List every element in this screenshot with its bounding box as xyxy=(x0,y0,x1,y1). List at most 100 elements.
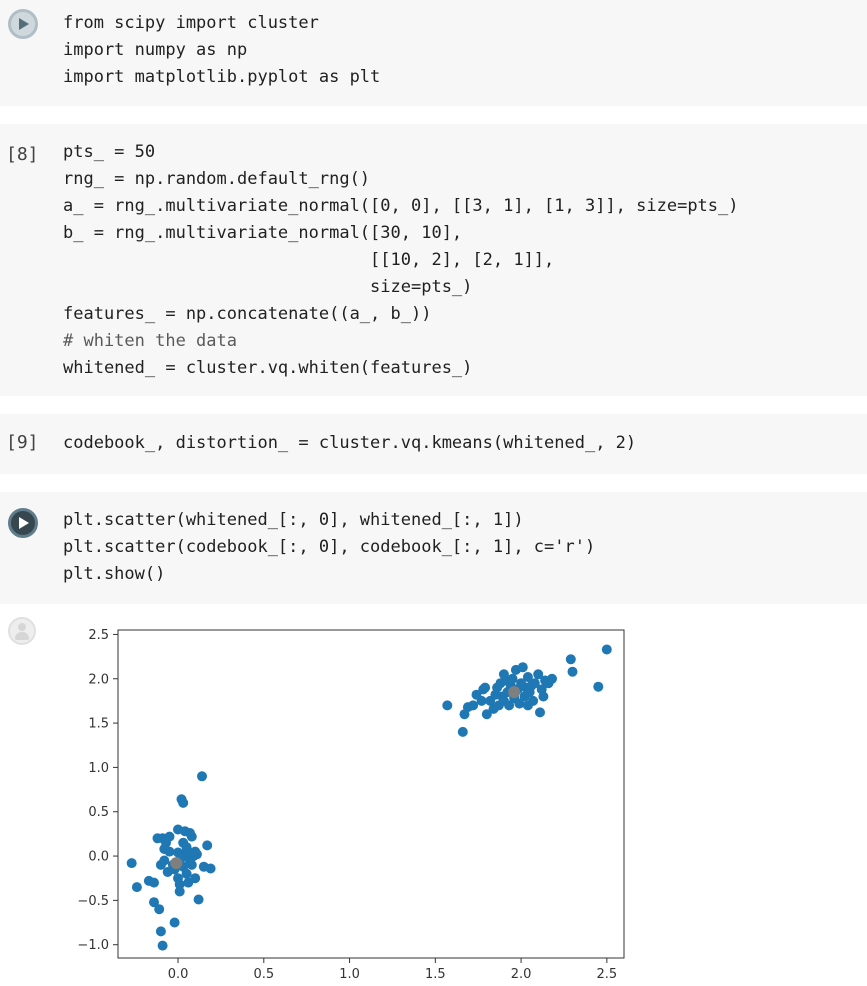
data-point xyxy=(186,831,197,842)
code-line: features_ = np.concatenate((a_, b_)) xyxy=(63,304,432,324)
y-tick-label: 1.5 xyxy=(88,717,109,732)
data-point xyxy=(190,873,201,884)
data-point xyxy=(514,698,525,709)
data-point xyxy=(157,940,168,951)
code-cell-kmeans[interactable]: [9] codebook_, distortion_ = cluster.vq.… xyxy=(0,414,867,474)
data-point xyxy=(202,840,213,851)
code-line: import matplotlib.pyplot as plt xyxy=(63,67,381,87)
execution-count: [9] xyxy=(6,432,39,453)
code-line: plt.scatter(whitened_[:, 0], whitened_[:… xyxy=(63,510,524,530)
data-point xyxy=(601,644,612,655)
code-line: [[10, 2], [2, 1]], xyxy=(63,250,555,270)
data-point xyxy=(186,859,197,870)
cell-gutter xyxy=(0,0,58,106)
code-line: pts_ = 50 xyxy=(63,142,156,162)
data-point xyxy=(480,682,491,693)
x-tick-label: 2.0 xyxy=(511,967,532,982)
data-point xyxy=(131,882,142,893)
code-cell-plot[interactable]: plt.scatter(whitened_[:, 0], whitened_[:… xyxy=(0,492,867,604)
data-point xyxy=(181,868,192,879)
data-point xyxy=(565,654,576,665)
data-point xyxy=(529,678,540,689)
data-point xyxy=(174,886,185,897)
data-point xyxy=(538,691,549,702)
data-point xyxy=(149,897,159,908)
code-line: rng_ = np.random.default_rng() xyxy=(63,169,371,189)
data-point xyxy=(481,709,492,720)
y-tick-label: 2.5 xyxy=(88,628,109,643)
y-tick-label: 2.0 xyxy=(88,672,109,687)
centroid-point xyxy=(170,857,183,870)
code-comment-line: # whiten the data xyxy=(63,331,237,351)
cell-gutter: [9] xyxy=(0,414,58,474)
data-point xyxy=(533,669,544,680)
data-point xyxy=(442,700,453,711)
data-point xyxy=(154,904,165,915)
user-avatar-icon xyxy=(8,617,36,645)
plot-axes: 0.0 0.5 1.0 1.5 2.0 2.5 −1.0 −0.5 0.0 0.5 1.0 1.5 2.… xyxy=(77,628,617,982)
code-line: plt.show() xyxy=(63,564,166,584)
y-tick-label: −0.5 xyxy=(77,894,109,909)
code-editor[interactable]: from scipy import cluster import numpy a… xyxy=(63,10,380,91)
code-line: from scipy import cluster xyxy=(63,13,319,33)
scatter-plot: 0.0 0.5 1.0 1.5 2.0 2.5 −1.0 −0.5 0.0 0.5 1.0 1.5 2.… xyxy=(77,628,625,982)
data-point xyxy=(457,726,468,737)
data-point xyxy=(159,844,170,854)
x-tick-label: 0.0 xyxy=(168,967,189,982)
centroid-point xyxy=(508,686,521,699)
data-point xyxy=(517,662,528,673)
data-point xyxy=(152,833,163,844)
y-tick-label: −1.0 xyxy=(77,938,109,953)
data-point xyxy=(193,894,204,905)
cell-gutter: [8] xyxy=(0,124,58,396)
plot-frame xyxy=(117,629,625,959)
data-point xyxy=(468,700,479,711)
code-editor[interactable]: codebook_, distortion_ = cluster.vq.kmea… xyxy=(63,430,636,457)
code-line: a_ = rng_.multivariate_normal([0, 0], [[… xyxy=(63,196,739,216)
data-point xyxy=(178,797,189,808)
data-point xyxy=(169,917,180,928)
run-cell-button[interactable] xyxy=(8,508,38,538)
data-point xyxy=(567,666,578,677)
play-icon xyxy=(19,18,29,30)
code-editor[interactable]: pts_ = 50 rng_ = np.random.default_rng()… xyxy=(63,139,739,382)
x-tick-label: 2.5 xyxy=(597,967,618,982)
y-tick-label: 0.5 xyxy=(88,805,109,820)
data-point xyxy=(149,877,159,888)
data-point xyxy=(535,707,545,718)
play-icon xyxy=(19,517,29,529)
data-point xyxy=(155,926,166,937)
code-line: plt.scatter(codebook_[:, 0], codebook_[:… xyxy=(63,537,596,557)
data-point xyxy=(126,858,137,869)
code-line: b_ = rng_.multivariate_normal([30, 10], xyxy=(63,223,463,243)
x-tick-label: 1.5 xyxy=(425,967,446,982)
data-point xyxy=(159,855,170,866)
data-point xyxy=(507,673,518,684)
run-cell-button[interactable] xyxy=(8,9,38,39)
code-editor[interactable]: plt.scatter(whitened_[:, 0], whitened_[:… xyxy=(63,507,595,588)
y-tick-label: 0.0 xyxy=(88,850,109,865)
data-point xyxy=(522,672,533,682)
execution-count: [8] xyxy=(6,144,39,165)
data-point xyxy=(205,863,216,874)
x-tick-label: 1.0 xyxy=(339,967,360,982)
data-point xyxy=(174,879,185,890)
data-point xyxy=(593,681,604,692)
data-point xyxy=(504,700,515,711)
x-tick-label: 0.5 xyxy=(253,967,274,982)
code-cell-data-generation[interactable]: [8] pts_ = 50 rng_ = np.random.default_r… xyxy=(0,124,867,396)
data-point xyxy=(197,771,207,782)
cell-gutter xyxy=(0,492,58,604)
data-point xyxy=(476,695,487,706)
data-point xyxy=(498,669,509,680)
code-line: whitened_ = cluster.vq.whiten(features_) xyxy=(63,358,473,378)
data-point xyxy=(528,695,539,706)
data-point xyxy=(183,846,194,857)
code-cell-imports[interactable]: from scipy import cluster import numpy a… xyxy=(0,0,867,106)
code-line: size=pts_) xyxy=(63,277,473,297)
code-line: codebook_, distortion_ = cluster.vq.kmea… xyxy=(63,433,637,453)
data-point xyxy=(547,673,557,684)
plot-marks xyxy=(126,644,612,951)
data-point xyxy=(191,849,202,860)
data-point xyxy=(164,831,175,842)
